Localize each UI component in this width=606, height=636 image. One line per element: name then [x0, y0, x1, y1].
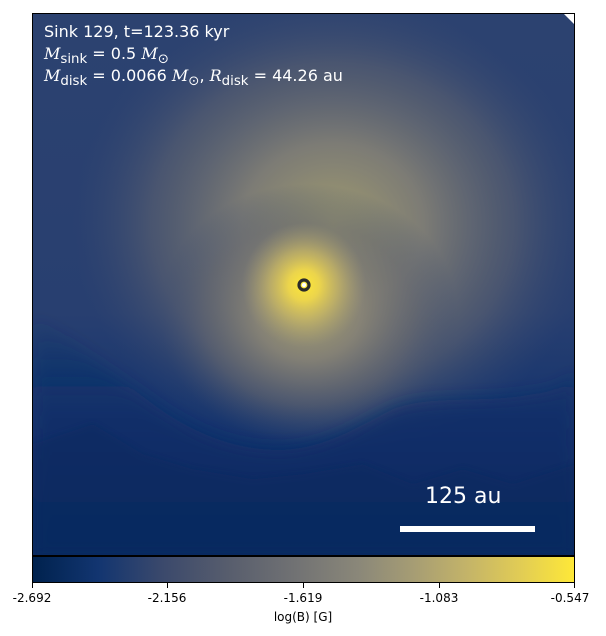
- m-disk-value: = 0.0066: [87, 66, 172, 85]
- m-sink-unit: M: [141, 44, 158, 63]
- m-disk-unit: M: [171, 66, 189, 85]
- colorbar-label: log(B) [G]: [273, 610, 333, 624]
- scale-bar: [400, 526, 535, 532]
- magnetic-field-map: Sink 129, t=123.36 kyr Msink = 0.5 M⊙ Md…: [32, 13, 575, 556]
- colorbar-tick-mark: [32, 583, 33, 588]
- colorbar-tick-label: -2.692: [12, 591, 52, 605]
- colorbar-tick-label: -2.156: [147, 591, 187, 605]
- m-disk-symbol: M: [44, 66, 61, 85]
- colorbar-tick-mark: [574, 583, 575, 588]
- m-disk-subscript: disk: [60, 74, 88, 90]
- r-disk-value: = 44.26 au: [248, 66, 343, 85]
- r-disk-symbol: R: [209, 66, 222, 85]
- r-disk-subscript: disk: [221, 74, 249, 90]
- m-sink-subscript: sink: [60, 52, 88, 68]
- disk-separator: ,: [199, 66, 210, 85]
- sink-marker: [297, 278, 311, 292]
- sink-title: Sink 129, t=123.36 kyr: [44, 22, 230, 41]
- colorbar: [32, 556, 575, 583]
- colorbar-tick-mark: [439, 583, 440, 588]
- colorbar-tick-mark: [167, 583, 168, 588]
- m-disk-unit-subscript: ⊙: [188, 74, 200, 90]
- colorbar-tick-label: -1.619: [283, 591, 323, 605]
- m-sink-value: = 0.5: [87, 44, 142, 63]
- colorbar-tick-mark: [303, 583, 304, 588]
- field-map-image: [33, 14, 574, 555]
- disk-properties-label: Mdisk = 0.0066 M⊙, Rdisk = 44.26 au: [44, 66, 343, 92]
- colorbar-tick-label: -1.083: [419, 591, 459, 605]
- m-sink-symbol: M: [44, 44, 61, 63]
- sink-mass-label: Msink = 0.5 M⊙: [44, 44, 169, 70]
- scale-bar-label: 125 au: [425, 484, 502, 509]
- colorbar-tick-label: -0.547: [550, 591, 590, 605]
- m-sink-unit-subscript: ⊙: [157, 52, 169, 68]
